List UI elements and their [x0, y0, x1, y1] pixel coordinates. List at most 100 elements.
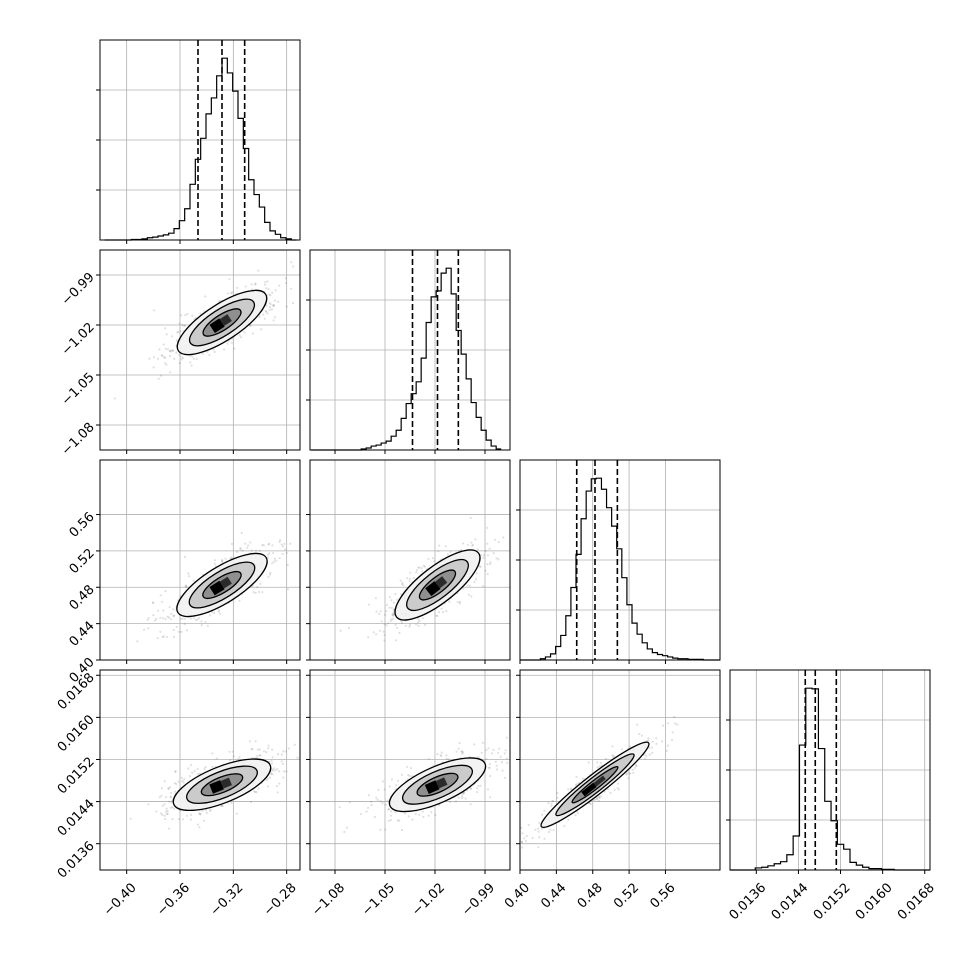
scatter-point — [390, 599, 393, 602]
scatter-point — [190, 364, 193, 367]
scatter-point — [273, 557, 276, 560]
scatter-point — [152, 601, 155, 604]
scatter-point — [162, 617, 165, 620]
scatter-point — [254, 282, 257, 285]
scatter-point — [192, 617, 195, 620]
scatter-point — [616, 782, 620, 785]
scatter-point — [157, 377, 160, 380]
scatter-point — [271, 773, 274, 776]
scatter-point — [348, 801, 351, 804]
scatter-point — [147, 627, 150, 630]
scatter-point — [421, 810, 424, 813]
scatter-point — [230, 292, 233, 295]
scatter-point — [651, 746, 654, 749]
scatter-point — [402, 584, 405, 587]
scatter-point — [250, 747, 253, 751]
scatter-point — [495, 768, 499, 771]
scatter-point — [278, 557, 281, 560]
scatter-point — [290, 287, 293, 290]
scatter-point — [249, 324, 252, 327]
scatter-point — [670, 738, 674, 742]
scatter-point — [437, 611, 441, 614]
scatter-point — [389, 814, 392, 817]
scatter-point — [164, 347, 167, 350]
scatter-point — [169, 618, 173, 621]
scatter-point — [648, 746, 651, 750]
scatter-point — [263, 283, 267, 286]
scatter-point — [403, 812, 407, 815]
scatter-point — [594, 798, 597, 801]
scatter-point — [281, 552, 284, 556]
scatter-point — [164, 362, 167, 365]
scatter-point — [537, 830, 540, 833]
scatter-point — [372, 631, 375, 634]
scatter-point — [486, 788, 490, 791]
scatter-point — [645, 754, 648, 758]
scatter-point — [217, 610, 220, 613]
scatter-point — [168, 354, 171, 358]
scatter-point — [421, 570, 424, 573]
scatter-point — [486, 573, 489, 576]
scatter-point — [191, 355, 194, 358]
scatter-point — [385, 610, 388, 613]
scatter-point — [177, 817, 180, 821]
scatter-point — [168, 371, 172, 374]
scatter-point — [270, 762, 273, 765]
scatter-point — [388, 785, 391, 788]
scatter-point — [409, 767, 413, 770]
scatter-point — [434, 813, 437, 817]
scatter-point — [153, 309, 156, 312]
scatter-point — [538, 836, 541, 839]
scatter-point — [174, 770, 177, 774]
scatter-point — [268, 552, 271, 555]
x-tick-label: 0.40 — [502, 880, 533, 911]
scatter-point — [490, 752, 494, 755]
scatter-point — [169, 350, 172, 353]
x-tick-label: 0.0168 — [895, 880, 938, 923]
scatter-point — [499, 755, 502, 758]
scatter-point — [449, 550, 452, 554]
scatter-point — [406, 765, 409, 769]
scatter-point — [401, 583, 404, 586]
y-tick-label: −0.99 — [59, 270, 98, 309]
scatter-point — [167, 827, 171, 830]
scatter-point — [399, 579, 402, 582]
scatter-point — [469, 787, 473, 790]
scatter-point — [477, 784, 480, 788]
scatter-point — [258, 754, 261, 757]
scatter-point — [538, 821, 541, 825]
scatter-point — [395, 639, 398, 642]
scatter-point — [551, 799, 554, 803]
scatter-point — [271, 291, 274, 294]
scatter-point — [172, 614, 175, 618]
panel-frame — [519, 669, 721, 871]
scatter-point — [274, 289, 277, 292]
scatter-point — [183, 778, 186, 781]
scatter-point — [374, 597, 377, 600]
scatter-point — [612, 756, 615, 759]
scatter-point — [486, 526, 489, 530]
scatter-point — [447, 758, 450, 761]
scatter-point — [383, 639, 386, 642]
scatter-point — [211, 611, 214, 614]
density-core — [424, 780, 440, 795]
scatter-point — [392, 613, 395, 616]
scatter-point — [249, 541, 252, 544]
scatter-point — [487, 747, 490, 750]
scatter-point — [276, 791, 279, 794]
scatter-point — [414, 812, 417, 816]
scatter-point — [488, 763, 491, 766]
scatter-point — [253, 790, 256, 793]
scatter-point — [229, 557, 232, 560]
scatter-point — [292, 265, 295, 268]
scatter-point — [436, 752, 439, 756]
scatter-point — [169, 806, 173, 810]
scatter-point — [633, 766, 637, 769]
scatter-point — [266, 553, 269, 556]
scatter-point — [235, 812, 238, 815]
scatter-point — [251, 332, 254, 335]
scatter-point — [418, 619, 421, 622]
scatter-point — [212, 348, 215, 351]
scatter-point — [268, 776, 271, 779]
scatter-point — [209, 809, 212, 813]
